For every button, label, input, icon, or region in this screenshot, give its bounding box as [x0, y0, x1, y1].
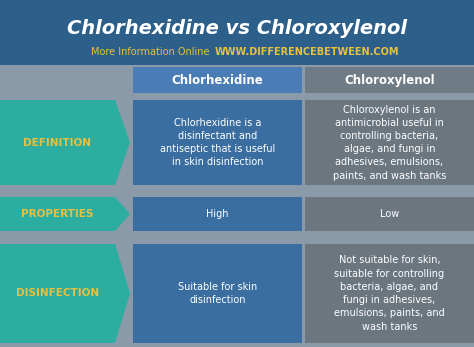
Text: PROPERTIES: PROPERTIES — [21, 209, 94, 219]
Text: Suitable for skin
disinfection: Suitable for skin disinfection — [178, 282, 257, 305]
Text: Not suitable for skin,
suitable for controlling
bacteria, algae, and
fungi in ad: Not suitable for skin, suitable for cont… — [334, 255, 445, 331]
Text: Chlorhexidine: Chlorhexidine — [172, 74, 264, 86]
Bar — [305, 244, 474, 343]
Polygon shape — [0, 197, 130, 231]
Text: WWW.DIFFERENCEBETWEEN.COM: WWW.DIFFERENCEBETWEEN.COM — [215, 47, 400, 57]
Text: Chloroxylenol: Chloroxylenol — [344, 74, 435, 86]
Text: DEFINITION: DEFINITION — [24, 137, 91, 147]
Bar — [305, 67, 474, 93]
Text: High: High — [206, 209, 229, 219]
Bar — [133, 244, 302, 343]
Text: Chlorhexidine vs Chloroxylenol: Chlorhexidine vs Chloroxylenol — [67, 18, 407, 37]
Polygon shape — [0, 244, 130, 343]
Bar — [133, 67, 302, 93]
Text: DISINFECTION: DISINFECTION — [16, 288, 99, 298]
Text: More Information Online: More Information Online — [91, 47, 210, 57]
Bar — [133, 100, 302, 185]
Bar — [0, 0, 474, 65]
Text: Chlorhexidine is a
disinfectant and
antiseptic that is useful
in skin disinfecti: Chlorhexidine is a disinfectant and anti… — [160, 118, 275, 167]
Text: Low: Low — [380, 209, 399, 219]
Polygon shape — [0, 100, 130, 185]
Bar — [133, 197, 302, 231]
Bar — [305, 197, 474, 231]
Bar — [305, 100, 474, 185]
Text: Chloroxylenol is an
antimicrobial useful in
controlling bacteria,
algae, and fun: Chloroxylenol is an antimicrobial useful… — [333, 104, 446, 180]
